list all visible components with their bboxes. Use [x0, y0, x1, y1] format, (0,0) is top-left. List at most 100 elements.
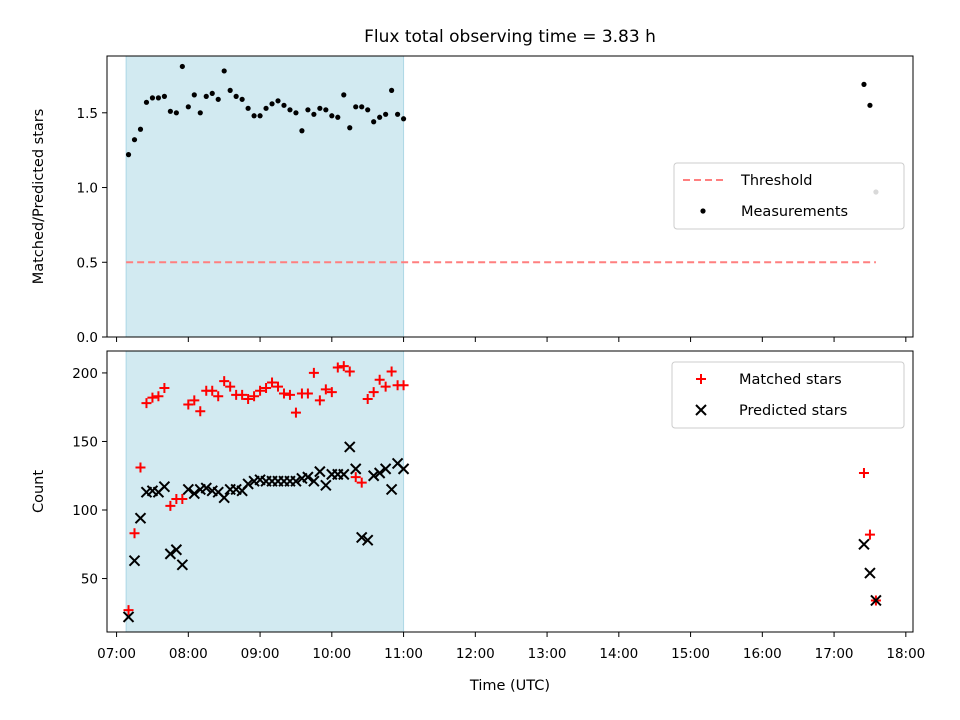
data-point — [143, 99, 150, 105]
data-point — [281, 102, 287, 108]
data-point — [219, 376, 230, 387]
data-point — [311, 111, 317, 117]
data-point — [125, 152, 132, 158]
y-tick-label: 1.5 — [77, 106, 98, 122]
data-point — [314, 395, 325, 406]
x-tick-label: 14:00 — [599, 646, 638, 662]
data-point — [385, 483, 398, 496]
data-point — [867, 102, 873, 108]
data-point — [182, 483, 195, 496]
data-point — [263, 105, 269, 111]
data-point — [320, 384, 331, 395]
data-point — [864, 567, 876, 579]
data-point — [377, 114, 383, 120]
data-point — [218, 491, 230, 504]
data-point — [179, 63, 185, 70]
data-point — [161, 93, 168, 99]
ratio-y-axis: 0.0 0.5 1.0 1.5 — [77, 106, 107, 346]
count-axes-frame — [106, 350, 914, 633]
data-point — [185, 104, 191, 110]
x-tick-label: 11:00 — [384, 646, 423, 662]
data-point — [183, 399, 194, 410]
data-point — [362, 393, 373, 404]
data-point — [858, 538, 870, 550]
data-point — [367, 470, 380, 482]
data-point — [344, 366, 355, 377]
x-tick-label: 18:00 — [886, 646, 925, 662]
observing-interval-shade — [125, 350, 405, 633]
data-point — [350, 472, 361, 483]
legend-label: Predicted stars — [739, 403, 847, 419]
data-point — [164, 548, 177, 560]
data-point — [243, 393, 254, 404]
count-y-axis-label: Count — [31, 470, 47, 513]
x-tick-label: 16:00 — [743, 646, 782, 662]
data-point — [195, 406, 206, 417]
data-point — [317, 105, 323, 111]
ratio-x-ticks — [116, 337, 907, 342]
data-point — [176, 559, 189, 571]
data-point — [338, 361, 349, 372]
data-point — [137, 126, 144, 132]
data-point — [203, 93, 209, 99]
data-point — [365, 107, 371, 113]
x-tick-label: 15:00 — [671, 646, 710, 662]
data-point — [155, 95, 162, 101]
x-tick-label: 07:00 — [97, 646, 136, 662]
data-point — [170, 544, 183, 556]
x-tick-label: 13:00 — [528, 646, 567, 662]
legend-box — [673, 162, 905, 230]
data-point — [177, 494, 188, 505]
data-point — [389, 87, 395, 93]
data-point — [350, 463, 362, 475]
count-legend: Matched stars Predicted stars — [671, 361, 905, 429]
y-tick-label: 100 — [72, 503, 98, 519]
legend-label: Measurements — [741, 204, 848, 220]
data-point — [207, 385, 218, 396]
data-point — [159, 383, 170, 394]
time-x-axis-label: Time (UTC) — [469, 678, 550, 694]
data-point — [275, 98, 281, 104]
data-point — [141, 398, 152, 409]
data-point — [149, 95, 156, 101]
data-point — [257, 113, 263, 119]
y-tick-label: 200 — [72, 366, 98, 382]
count-panel: 50 100 150 200 07:00 08:00 09:00 10:00 11:00 12:… — [31, 350, 925, 694]
data-point — [347, 125, 353, 131]
data-point — [308, 475, 320, 487]
data-point — [398, 380, 409, 391]
data-point — [134, 512, 147, 524]
data-point — [400, 116, 407, 122]
data-point — [394, 111, 401, 117]
data-point — [341, 92, 347, 98]
legend-box — [671, 361, 905, 429]
data-point — [233, 93, 239, 99]
ratio-legend: Threshold Measurements — [673, 162, 905, 230]
data-point — [353, 104, 359, 110]
data-point — [123, 605, 134, 616]
data-point — [221, 68, 227, 74]
data-point — [861, 81, 867, 87]
data-point — [287, 107, 293, 113]
data-point — [249, 391, 260, 402]
data-point — [305, 107, 311, 113]
data-point — [858, 467, 869, 478]
data-point — [122, 611, 135, 623]
data-point — [131, 137, 138, 143]
data-point — [269, 101, 275, 107]
data-point — [356, 531, 368, 544]
data-point — [147, 392, 158, 403]
data-point — [380, 381, 391, 392]
data-point — [215, 96, 221, 102]
data-point — [308, 367, 319, 378]
data-point — [356, 477, 367, 488]
data-point — [386, 366, 397, 377]
data-point — [302, 471, 314, 483]
data-point — [209, 90, 215, 96]
data-point — [129, 528, 140, 539]
data-point — [335, 114, 341, 120]
y-tick-label: 1.0 — [77, 181, 98, 197]
data-point — [261, 383, 272, 394]
y-tick-label: 150 — [72, 434, 98, 450]
